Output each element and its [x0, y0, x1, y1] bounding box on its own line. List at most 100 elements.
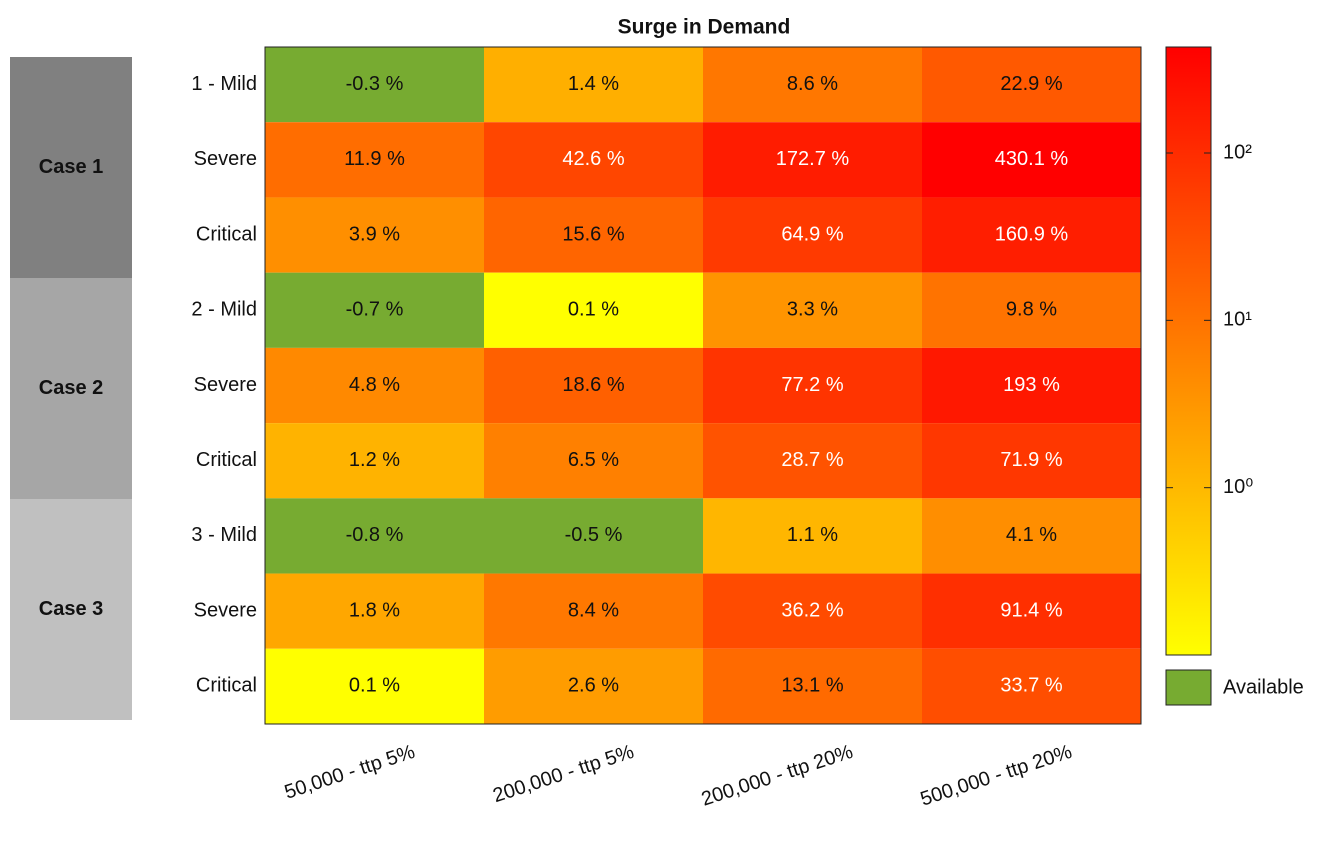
cell-label: 1.2 %: [349, 449, 400, 471]
cell-label: 193 %: [1003, 374, 1060, 396]
group-label: Case 2: [39, 377, 104, 399]
cell-label: 33.7 %: [1000, 675, 1062, 697]
heat-cell: [922, 347, 1141, 424]
heat-cell: [484, 272, 703, 348]
cell-label: 3.9 %: [349, 223, 400, 245]
heat-cell: [265, 423, 484, 499]
cell-label: 4.8 %: [349, 374, 400, 396]
cell-label: 1.8 %: [349, 599, 400, 621]
cell-label: 2.6 %: [568, 675, 619, 697]
cell-label: -0.7 %: [346, 299, 404, 321]
heat-cell: [265, 573, 484, 649]
row-label: Severe: [194, 148, 257, 170]
row-label: 2 - Mild: [191, 299, 257, 321]
heat-cell: [922, 573, 1141, 649]
heat-cell: [484, 573, 703, 649]
cell-label: 91.4 %: [1000, 599, 1062, 621]
colorbar-tick-label: 10¹: [1223, 309, 1252, 331]
cell-label: -0.5 %: [565, 524, 623, 546]
heat-cell: [265, 122, 484, 198]
heat-cell: [265, 272, 484, 348]
cell-label: 1.4 %: [568, 73, 619, 95]
row-label: Critical: [196, 449, 257, 471]
cell-label: 64.9 %: [781, 223, 843, 245]
row-label: Critical: [196, 675, 257, 697]
heat-cell: [703, 272, 922, 348]
cell-label: 0.1 %: [349, 675, 400, 697]
heat-cell: [922, 648, 1141, 724]
cell-label: 8.4 %: [568, 599, 619, 621]
heat-cell: [703, 573, 922, 649]
heat-cell: [484, 498, 703, 574]
cell-label: 18.6 %: [562, 374, 624, 396]
cell-label: 3.3 %: [787, 299, 838, 321]
cell-label: 8.6 %: [787, 73, 838, 95]
cell-label: 11.9 %: [344, 148, 405, 170]
row-label: Critical: [196, 223, 257, 245]
row-label: Severe: [194, 374, 257, 396]
cell-label: 160.9 %: [995, 223, 1069, 245]
cell-label: 22.9 %: [1000, 73, 1062, 95]
chart-title: Surge in Demand: [618, 16, 791, 39]
colorbar-tick-label: 10²: [1223, 141, 1252, 163]
group-block: [10, 278, 132, 499]
colorbar-tick-label: 10⁰: [1223, 476, 1253, 498]
heat-cell: [484, 47, 703, 123]
heat-cell: [484, 122, 703, 198]
heat-cell: [484, 423, 703, 499]
cell-label: 4.1 %: [1006, 524, 1057, 546]
x-tick-label: 500,000 - ttp 20%: [918, 741, 1075, 811]
heat-cell: [265, 47, 484, 123]
heat-cell: [484, 197, 703, 273]
heat-cell: [484, 347, 703, 424]
plot-border: [264, 46, 1142, 725]
cell-label: 28.7 %: [781, 449, 843, 471]
cell-label: 6.5 %: [568, 449, 619, 471]
heat-cell: [922, 122, 1141, 198]
heat-cell: [922, 272, 1141, 348]
heat-cell: [922, 498, 1141, 574]
cell-label: 42.6 %: [562, 148, 624, 170]
cell-label: -0.3 %: [346, 73, 404, 95]
legend-label: Available: [1223, 676, 1304, 698]
heat-cell: [265, 648, 484, 724]
cell-label: 1.1 %: [787, 524, 838, 546]
heat-cell: [922, 47, 1141, 123]
cell-label: 71.9 %: [1000, 449, 1062, 471]
cell-label: 36.2 %: [781, 599, 843, 621]
x-tick-label: 200,000 - ttp 5%: [490, 741, 637, 807]
heat-cell: [922, 197, 1141, 273]
cell-label: 430.1 %: [995, 148, 1069, 170]
heat-cell: [703, 122, 922, 198]
heat-cell: [703, 197, 922, 273]
heat-cell: [922, 423, 1141, 499]
heat-cell: [265, 197, 484, 273]
x-tick-label: 200,000 - ttp 20%: [699, 741, 856, 811]
heat-cell: [703, 347, 922, 424]
row-label: Severe: [194, 599, 257, 621]
cell-label: 13.1 %: [781, 675, 843, 697]
cell-label: 0.1 %: [568, 299, 619, 321]
heat-cell: [703, 47, 922, 123]
cell-label: 9.8 %: [1006, 299, 1057, 321]
x-tick-label: 50,000 - ttp 5%: [282, 741, 418, 804]
group-label: Case 1: [39, 156, 104, 178]
cell-label: 172.7 %: [776, 148, 850, 170]
row-label: 3 - Mild: [191, 524, 257, 546]
cell-label: 15.6 %: [562, 223, 624, 245]
heat-cell: [703, 648, 922, 724]
heat-cell: [265, 498, 484, 574]
heat-cell: [265, 347, 484, 424]
group-label: Case 3: [39, 598, 104, 620]
legend-swatch: [1165, 669, 1212, 706]
cell-label: 77.2 %: [781, 374, 843, 396]
heat-cell: [484, 648, 703, 724]
group-block: [10, 57, 132, 278]
heat-cell: [703, 498, 922, 574]
heat-cell: [703, 423, 922, 499]
group-block: [10, 499, 132, 720]
row-label: 1 - Mild: [191, 73, 257, 95]
cell-label: -0.8 %: [346, 524, 404, 546]
colorbar: [1165, 46, 1212, 656]
